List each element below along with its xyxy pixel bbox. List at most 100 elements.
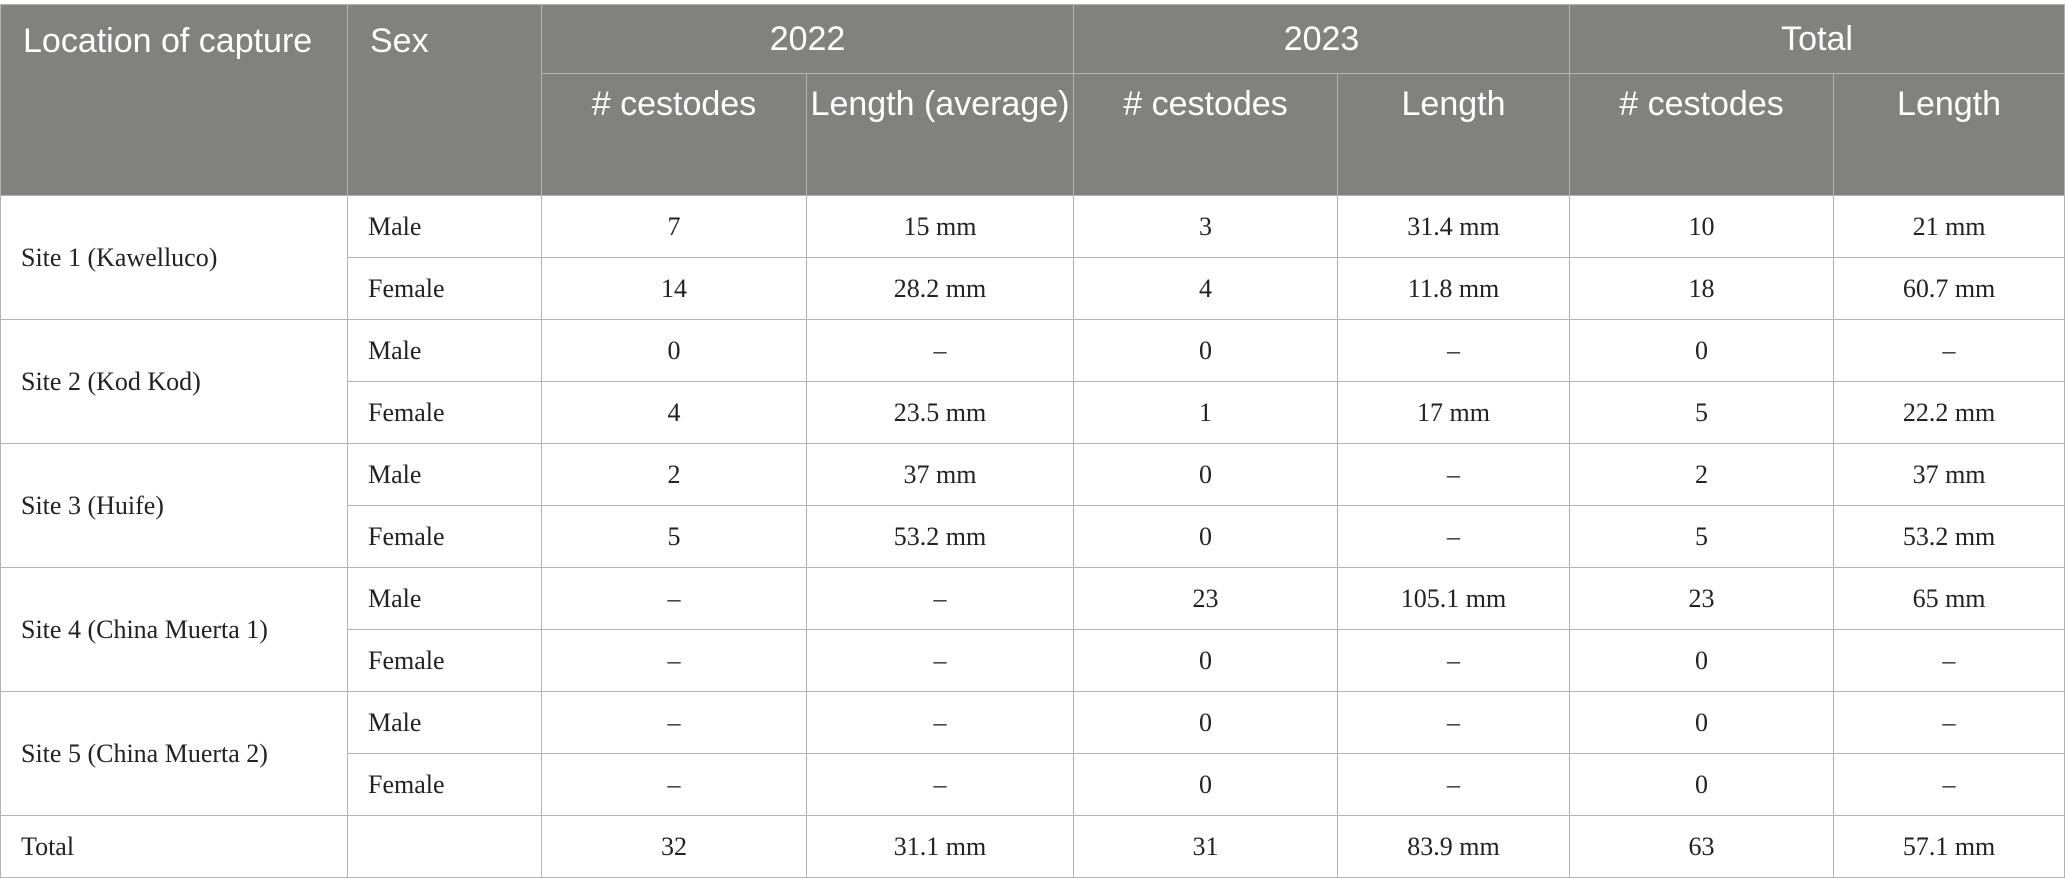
cestodes-2023-cell: 23 xyxy=(1073,567,1339,630)
location-cell: Site 1 (Kawelluco) xyxy=(0,195,348,320)
header-location: Location of capture xyxy=(0,4,348,196)
length-total-cell: – xyxy=(1833,629,2066,692)
table-row: Female 14 28.2 mm 4 11.8 mm 18 60.7 mm xyxy=(1,257,2066,320)
cestodes-2022-cell: 7 xyxy=(541,195,807,258)
table-row: Female – – 0 – 0 – xyxy=(1,753,2066,816)
cestodes-2022-cell: 2 xyxy=(541,443,807,506)
cestodes-2022-cell: 0 xyxy=(541,319,807,382)
cestodes-total-cell: 0 xyxy=(1569,753,1835,816)
cestodes-2022-cell: 14 xyxy=(541,257,807,320)
cestodes-total-cell: 63 xyxy=(1569,815,1835,878)
cestodes-2023-cell: 31 xyxy=(1073,815,1339,878)
cestodes-2023-cell: 0 xyxy=(1073,629,1339,692)
length-2022-cell: 28.2 mm xyxy=(805,257,1075,320)
length-2022-cell: – xyxy=(805,753,1075,816)
length-2023-cell: – xyxy=(1337,319,1571,382)
sex-cell: Female xyxy=(347,381,542,444)
table-body: Site 1 (Kawelluco) Male 7 15 mm 3 31.4 m… xyxy=(0,195,2066,878)
sex-cell: Male xyxy=(347,319,542,382)
header-cestodes-2023: # cestodes xyxy=(1073,73,1339,196)
cestodes-2023-cell: 1 xyxy=(1073,381,1339,444)
cestodes-total-cell: 5 xyxy=(1569,505,1835,568)
length-2023-cell: 31.4 mm xyxy=(1337,195,1571,258)
length-2022-cell: – xyxy=(805,629,1075,692)
sex-cell: Female xyxy=(347,629,542,692)
length-2023-cell: – xyxy=(1337,629,1571,692)
header-length-2022: Length (average) xyxy=(805,73,1075,196)
header-row-measures: # cestodes Length (average) # cestodes L… xyxy=(1,73,2066,196)
cestodes-total-cell: 0 xyxy=(1569,629,1835,692)
location-cell: Site 5 (China Muerta 2) xyxy=(0,691,348,816)
sex-cell xyxy=(347,815,542,878)
length-2023-cell: 105.1 mm xyxy=(1337,567,1571,630)
length-2023-cell: – xyxy=(1337,443,1571,506)
header-year-2022: 2022 xyxy=(540,3,1075,75)
length-2022-cell: – xyxy=(805,567,1075,630)
table-row-total: Total 32 31.1 mm 31 83.9 mm 63 57.1 mm xyxy=(0,815,2066,878)
header-length-2023: Length xyxy=(1337,73,1571,196)
header-cestodes-2022: # cestodes xyxy=(541,73,807,196)
cestodes-2023-cell: 0 xyxy=(1073,691,1339,754)
length-total-cell: 53.2 mm xyxy=(1833,505,2066,568)
cestodes-2023-cell: 0 xyxy=(1073,319,1339,382)
length-2022-cell: 37 mm xyxy=(805,443,1075,506)
table-row: Site 2 (Kod Kod) Male 0 – 0 – 0 – xyxy=(0,319,2066,444)
cestodes-2022-cell: – xyxy=(541,629,807,692)
length-total-cell: 65 mm xyxy=(1833,567,2066,630)
header-year-total: Total xyxy=(1569,3,2066,75)
length-2023-cell: 83.9 mm xyxy=(1337,815,1571,878)
header-length-total: Length xyxy=(1833,73,2066,196)
header-row-years: Location of capture Sex 2022 2023 Total xyxy=(0,3,2066,196)
length-2022-cell: 53.2 mm xyxy=(805,505,1075,568)
table-row: Site 5 (China Muerta 2) Male – – 0 – 0 – xyxy=(0,691,2066,816)
location-cell: Site 4 (China Muerta 1) xyxy=(0,567,348,692)
sex-cell: Male xyxy=(347,567,542,630)
sex-cell: Male xyxy=(347,443,542,506)
length-2023-cell: – xyxy=(1337,691,1571,754)
length-total-cell: – xyxy=(1833,319,2066,382)
sex-cell: Female xyxy=(347,753,542,816)
table-row: Female 4 23.5 mm 1 17 mm 5 22.2 mm xyxy=(1,381,2066,444)
cestodes-2022-cell: 4 xyxy=(541,381,807,444)
table-row: Site 1 (Kawelluco) Male 7 15 mm 3 31.4 m… xyxy=(0,195,2066,320)
cestodes-2022-cell: – xyxy=(541,691,807,754)
length-2023-cell: – xyxy=(1337,753,1571,816)
length-2023-cell: – xyxy=(1337,505,1571,568)
cestodes-2022-cell: 5 xyxy=(541,505,807,568)
cestodes-total-cell: 10 xyxy=(1569,195,1835,258)
header-sex: Sex xyxy=(347,4,542,196)
cestodes-2023-cell: 0 xyxy=(1073,753,1339,816)
cestodes-total-cell: 5 xyxy=(1569,381,1835,444)
length-2022-cell: – xyxy=(805,691,1075,754)
length-total-cell: 37 mm xyxy=(1833,443,2066,506)
cestodes-2023-cell: 3 xyxy=(1073,195,1339,258)
length-total-cell: 57.1 mm xyxy=(1833,815,2066,878)
cestodes-2023-cell: 0 xyxy=(1073,505,1339,568)
length-2022-cell: – xyxy=(805,319,1075,382)
table-row: Female 5 53.2 mm 0 – 5 53.2 mm xyxy=(1,505,2066,568)
cestodes-2022-cell: – xyxy=(541,753,807,816)
location-cell: Total xyxy=(0,815,348,878)
cestodes-2022-cell: – xyxy=(541,567,807,630)
length-2023-cell: 17 mm xyxy=(1337,381,1571,444)
sex-cell: Male xyxy=(347,691,542,754)
header-cestodes-total: # cestodes xyxy=(1569,73,1835,196)
length-2022-cell: 31.1 mm xyxy=(805,815,1075,878)
cestodes-total-cell: 18 xyxy=(1569,257,1835,320)
cestodes-total-cell: 2 xyxy=(1569,443,1835,506)
cestodes-total-cell: 0 xyxy=(1569,319,1835,382)
cestodes-2022-cell: 32 xyxy=(541,815,807,878)
length-total-cell: 22.2 mm xyxy=(1833,381,2066,444)
sex-cell: Female xyxy=(347,257,542,320)
table-header: Location of capture Sex 2022 2023 Total … xyxy=(0,3,2066,196)
header-year-2023: 2023 xyxy=(1073,3,1571,75)
cestodes-2023-cell: 0 xyxy=(1073,443,1339,506)
length-total-cell: – xyxy=(1833,753,2066,816)
length-total-cell: 60.7 mm xyxy=(1833,257,2066,320)
cestodes-total-cell: 23 xyxy=(1569,567,1835,630)
table-row: Site 3 (Huife) Male 2 37 mm 0 – 2 37 mm xyxy=(0,443,2066,568)
cestodes-total-cell: 0 xyxy=(1569,691,1835,754)
length-total-cell: 21 mm xyxy=(1833,195,2066,258)
table-row: Site 4 (China Muerta 1) Male – – 23 105.… xyxy=(0,567,2066,692)
sex-cell: Male xyxy=(347,195,542,258)
